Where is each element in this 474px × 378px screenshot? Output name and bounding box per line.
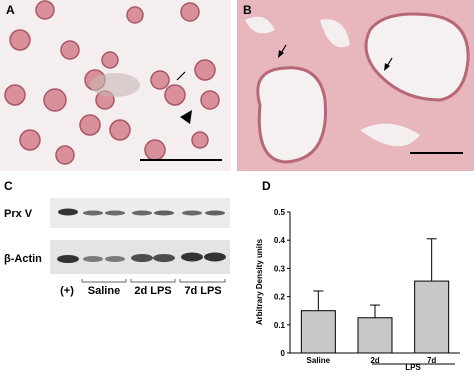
blot-lane-label: 2d LPS [134, 285, 171, 297]
y-tick-label: 0.1 [274, 321, 286, 330]
blot-lane-label: 7d LPS [184, 285, 221, 297]
y-tick-label: 0.3 [274, 264, 286, 273]
panel-label: A [6, 3, 15, 17]
blot-lane-label: Saline [88, 285, 120, 297]
micrograph-b [237, 0, 474, 171]
micrograph-a [0, 0, 231, 171]
bar [357, 317, 393, 354]
bar [300, 310, 336, 354]
y-tick-label: 0.4 [274, 236, 286, 245]
blot-lane-label: (+) [60, 285, 74, 297]
panel-label: C [4, 179, 13, 193]
blot [50, 198, 230, 283]
y-axis-label: Arbitrary Density units [255, 238, 264, 325]
bar [414, 280, 450, 354]
y-tick-label: 0.5 [274, 208, 286, 217]
x-tick-label: 2d [370, 356, 379, 365]
group-label: LPS [405, 363, 421, 372]
y-tick-label: 0 [281, 349, 286, 358]
x-tick-label: 7d [427, 356, 436, 365]
x-tick-label: Saline [307, 356, 331, 365]
blot-row-label: β-Actin [4, 253, 42, 265]
panel-label: B [243, 3, 252, 17]
y-tick-label: 0.2 [274, 293, 286, 302]
panel-label: D [262, 179, 271, 193]
blot-row-label: Prx V [4, 208, 33, 220]
